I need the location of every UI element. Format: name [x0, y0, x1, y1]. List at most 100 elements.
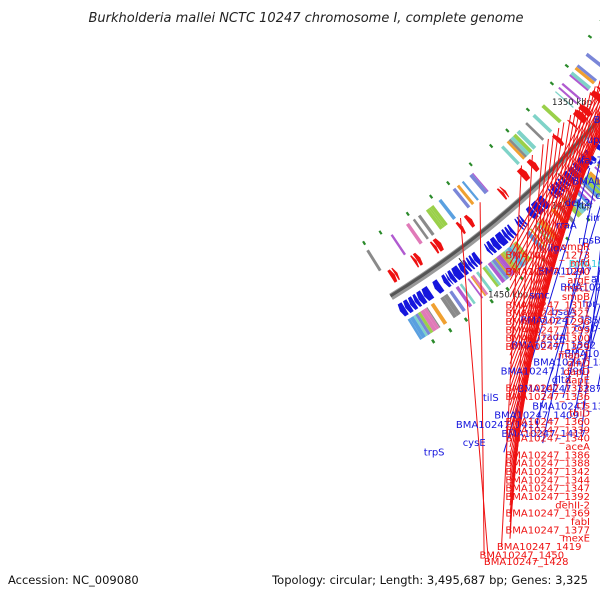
forward-gene-label: gltX	[552, 375, 572, 386]
forward-gene-arrow	[403, 299, 414, 314]
functional-category-bar	[461, 180, 479, 201]
forward-gene-label: cdsA	[595, 191, 600, 202]
rna-feature-mark	[446, 180, 451, 186]
reverse-gene-label: BMA10247_1296	[505, 317, 590, 328]
functional-category-bar	[470, 276, 487, 297]
forward-gene-arrow	[494, 231, 509, 247]
functional-category-bar	[417, 214, 435, 236]
rna-feature-mark	[565, 236, 570, 242]
functional-category-bar	[581, 179, 600, 198]
reverse-gene-label: aceA	[565, 442, 590, 453]
forward-gene-arrow	[501, 229, 512, 241]
forward-gene-arrow	[471, 251, 483, 266]
feature-rings	[362, 19, 600, 344]
functional-category-bar	[510, 136, 530, 156]
functional-category-bar	[506, 140, 526, 160]
functional-category-bar	[449, 290, 466, 312]
functional-category-bar	[484, 265, 502, 286]
reverse-gene-label: ompR	[561, 242, 590, 253]
leader-line	[460, 218, 489, 563]
functional-category-bar	[487, 261, 506, 284]
reverse-gene-label: mfd	[570, 259, 590, 270]
reverse-gene-label: BMA10247_1290	[505, 267, 590, 278]
forward-gene-arrow	[507, 224, 518, 237]
forward-gene-label: BMA10247_1348	[560, 283, 600, 294]
forward-gene-arrow	[457, 261, 470, 276]
functional-category-bar	[482, 266, 500, 288]
forward-gene-arrow	[504, 226, 515, 239]
forward-gene-label: BMA10247_1396	[501, 366, 586, 377]
functional-category-bar	[491, 258, 510, 280]
rna-feature-mark	[405, 211, 410, 217]
forward-gene-label: BMA10247_1411	[456, 420, 541, 431]
functional-category-bar	[420, 309, 437, 332]
reverse-gene-label: BMA10247_1347	[505, 484, 590, 495]
forward-gene-arrow	[468, 255, 479, 268]
functional-category-bar	[561, 82, 582, 101]
map-title: Burkholderia mallei NCTC 10247 chromosom…	[88, 11, 523, 26]
reverse-gene-label: glnD	[567, 359, 590, 370]
forward-gene-label: cysD-2	[574, 324, 600, 335]
rna-feature-mark	[362, 240, 367, 246]
functional-category-bar	[501, 145, 520, 166]
reverse-gene-label: map-1	[558, 350, 590, 361]
functional-category-bar	[443, 293, 461, 317]
leader-line	[535, 205, 600, 425]
forward-gene-arrow	[489, 236, 503, 251]
reverse-gene-label: BMA10247_1339	[505, 425, 590, 436]
reverse-gene-label: dehII-2	[555, 500, 590, 511]
functional-category-bar	[438, 198, 456, 220]
reverse-gene-label: BMA10247_1377	[505, 525, 590, 536]
reverse-gene-label: mexE	[562, 534, 590, 545]
forward-gene-arrow	[421, 286, 435, 301]
reverse-gene-label: dapD	[563, 367, 590, 378]
functional-category-bar	[588, 171, 600, 186]
reverse-gene-arrow	[572, 109, 588, 124]
functional-category-bar	[586, 174, 600, 189]
forward-gene-arrow	[486, 240, 498, 254]
functional-category-bar	[506, 246, 525, 268]
rna-feature-mark	[587, 34, 593, 39]
reverse-gene-labels: ompRBMA10247_1273mfdBMA10247_1290argEmsc…	[480, 242, 591, 568]
functional-category-bar	[415, 313, 431, 336]
reverse-gene-label: BMA10247_1342	[505, 467, 590, 478]
chromosome-backbone	[389, 114, 600, 300]
reverse-gene-label: cls	[577, 400, 591, 411]
reverse-gene-label: BMA10247_1450	[480, 550, 565, 561]
forward-gene-arrow	[462, 259, 473, 272]
reverse-gene-label: BMA10247_1321	[505, 309, 590, 320]
functional-category-bar	[490, 260, 507, 281]
leader-line	[509, 88, 600, 248]
functional-category-bar	[425, 208, 444, 230]
rna-feature-mark	[489, 143, 494, 149]
reverse-gene-label: BMA10247_1344	[505, 475, 590, 486]
leader-line	[542, 157, 600, 444]
functional-category-bar	[585, 175, 600, 192]
forward-gene-arrow	[441, 274, 452, 288]
functional-category-bar	[471, 274, 489, 296]
forward-gene-label: rraA	[556, 220, 577, 231]
leader-line	[509, 124, 600, 306]
forward-gene-label: BMA10247_1398	[532, 402, 600, 413]
forward-gene-label: BMA10247_1417	[501, 429, 586, 440]
reverse-gene-label: BMA10247_1386	[505, 450, 590, 461]
forward-gene-label: fabZ	[581, 155, 600, 166]
rna-feature-mark	[505, 286, 510, 292]
reverse-gene-label: BMA10247_1329	[505, 342, 590, 353]
functional-category-bar	[555, 91, 574, 108]
functional-category-bar	[428, 207, 445, 228]
forward-gene-arrow	[445, 272, 454, 285]
forward-gene-arrow	[465, 257, 476, 270]
functional-category-bar	[574, 66, 596, 85]
forward-gene-label: BMA10247_1355	[521, 315, 600, 326]
forward-gene-label: BMA10247_1362	[511, 341, 596, 352]
functional-category-bar	[508, 138, 527, 158]
functional-category-bar	[594, 166, 600, 174]
forward-gene-label: bsaA	[551, 307, 576, 318]
functional-category-bar	[417, 311, 434, 334]
leader-line	[509, 154, 533, 539]
functional-category-bar	[467, 278, 484, 299]
functional-category-bar	[504, 248, 522, 270]
functional-category-bar	[494, 257, 511, 278]
